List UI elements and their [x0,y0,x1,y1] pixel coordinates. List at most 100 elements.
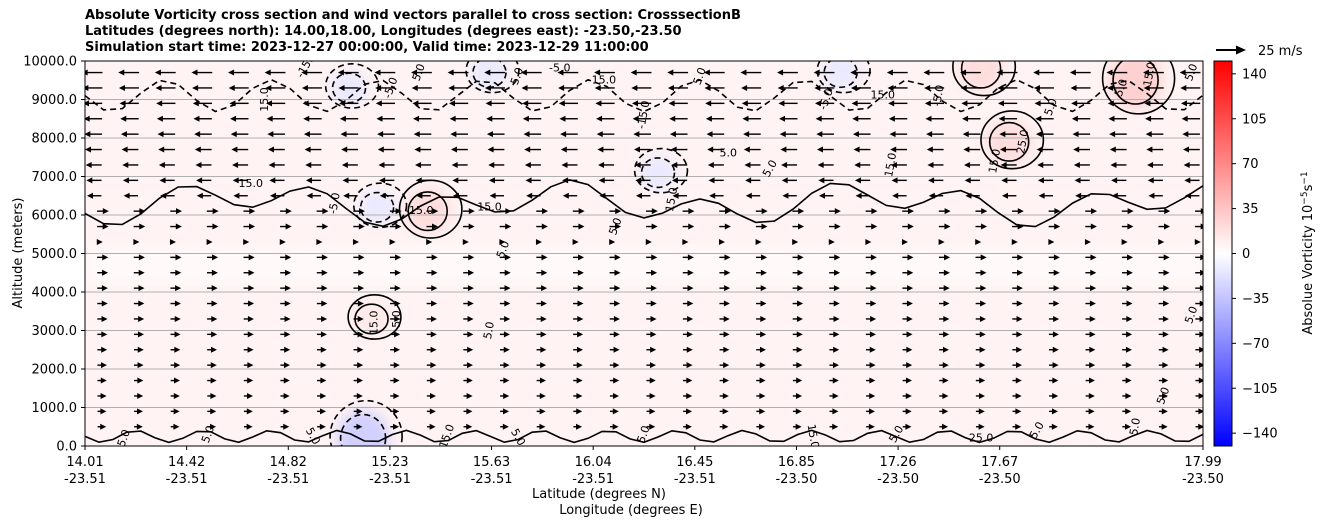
wind-vector-head [649,423,656,430]
wind-vector-head [1109,131,1116,138]
contour-label: 15.0 [238,177,263,190]
wind-vector-head [650,331,657,338]
wind-vector-head [283,377,290,384]
colorbar-tick-label: −105 [1242,382,1278,397]
wind-vector-head [267,131,274,138]
contour-label: 15.0 [663,186,680,212]
wind-vector-head [246,423,253,430]
wind-vector-head [210,392,217,399]
wind-vector-head [795,423,802,430]
wind-vector-head [1107,100,1114,107]
wind-vector-head [687,315,694,322]
wind-vector-head [426,238,433,245]
wind-vector-head [926,131,933,138]
wind-vector-head [709,192,716,199]
contour-line [952,61,1017,97]
wind-vector-head [211,300,218,307]
wind-vector-head [467,285,474,292]
wind-vector-head [777,69,784,76]
wind-vector-head [705,100,712,107]
wind-vector-head [430,346,437,353]
wind-vector-head [796,392,802,399]
wind-vector-head [248,285,255,292]
wind-vector-head [938,238,945,245]
wind-vector-head [855,192,862,199]
wind-vector-head [832,408,839,415]
wind-vector-head [651,223,658,230]
wind-vector-head [779,131,786,138]
x-tick-label-lon: -23.51 [572,472,614,487]
wind-vector-head [1146,146,1153,153]
wind-vector-head [247,346,254,353]
wind-vector-head [615,223,622,230]
contour-label: -15.0 [1140,61,1158,91]
wind-vector-head [1162,392,1168,399]
wind-vector-head [100,362,107,369]
wind-vector-head [304,146,311,153]
wind-vector-head [413,131,420,138]
wind-vector-head [649,362,656,369]
wind-vector-head [279,238,286,245]
wind-vector-head [100,423,107,430]
wind-vector-head [718,238,725,245]
wind-vector-head [393,408,400,415]
wind-vector-head [268,146,274,153]
wind-vector-head [432,223,439,230]
wind-vector-head [781,161,788,168]
wind-vector-head [669,131,676,138]
wind-vector-head [301,69,308,76]
wind-vector-head [614,285,621,292]
wind-vector-head [1143,69,1150,76]
wind-vector-head [264,69,271,76]
wind-vector-head [759,392,766,399]
wind-vector-head [86,177,93,184]
wind-vector-head [96,238,103,245]
wind-vector-head [466,423,473,430]
wind-vector-head [1181,100,1187,107]
colorbar: 140 105 70 35 0 −35 −70 −105 −140 Absolue Vortic… [1213,60,1316,447]
wind-vector-head [285,223,292,230]
wind-vector-head [416,192,423,199]
wind-vector-head [503,408,510,415]
wind-vector-head [466,392,473,399]
wind-vector-head [321,285,328,292]
wind-vector-head [1089,331,1096,338]
wind-vector-head [316,238,323,245]
wind-vector-head [522,100,529,107]
wind-vector-head [503,362,510,369]
wind-vector-head [707,161,714,168]
vorticity-region [638,155,678,191]
wind-vector-head [539,408,546,415]
colorbar-tick-label: 70 [1242,157,1259,172]
wind-vector-head [1074,177,1081,184]
contour-label: 15.0 [871,89,896,102]
wind-vector-head [686,331,693,338]
wind-vector-head [269,177,276,184]
wind-vector-head [942,392,949,399]
contour-line [816,61,871,94]
wind-vector-head [285,254,292,261]
wind-vector-head [102,208,109,215]
wind-vector-head [85,84,89,91]
wind-vector-head [723,362,730,369]
wind-vector-head [1075,192,1082,199]
x-axis-label-longitude: Longitude (degrees E) [559,503,703,518]
wind-vector-head [524,146,531,153]
wind-vector-head [246,408,253,415]
wind-vector-head [228,84,235,91]
wind-vector-head [139,223,146,230]
wind-vector-head [247,331,254,338]
wind-vector-head [540,331,547,338]
wind-vector-head [636,192,642,199]
wind-vector-head [431,254,438,261]
wind-vector-head [778,100,785,107]
wind-vector-head [285,269,292,276]
wind-vector-head [138,315,145,322]
wind-vector-head [173,423,180,430]
wind-vector-head [687,300,694,307]
wind-vector-head [724,285,731,292]
wind-vector-head [85,131,91,138]
wind-vector-head [782,192,789,199]
wind-vector-head [450,131,457,138]
wind-vector-head [174,300,181,307]
